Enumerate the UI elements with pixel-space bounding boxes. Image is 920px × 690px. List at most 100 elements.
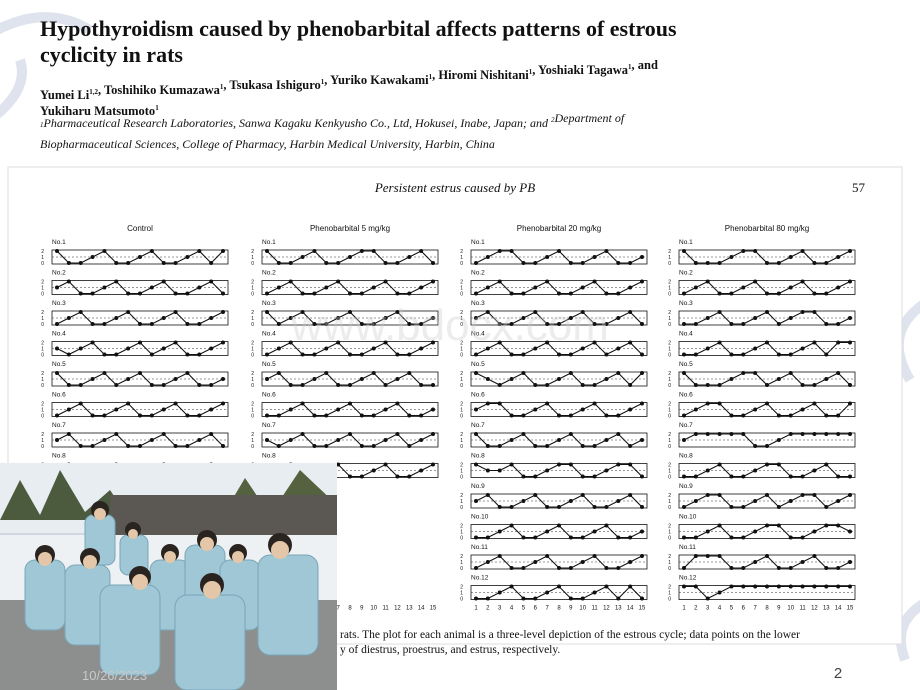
cycle-point [800, 310, 805, 314]
cycle-point [300, 352, 305, 357]
cycle-point [348, 401, 352, 406]
cycle-point [776, 413, 781, 418]
cycle-point [114, 352, 119, 357]
cycle-point [55, 438, 59, 442]
cycle-point [149, 352, 154, 357]
x-tick-label: 13 [406, 606, 413, 612]
y-tick-label: 2 [251, 341, 254, 347]
y-tick-label: 2 [251, 310, 254, 316]
y-tick-label: 2 [668, 341, 671, 347]
cycle-point [66, 316, 71, 320]
cycle-point [474, 596, 478, 601]
x-tick-label: 7 [753, 606, 757, 612]
y-tick-label: 0 [460, 383, 463, 389]
y-tick-label: 2 [668, 310, 671, 316]
cycle-point [407, 474, 412, 479]
cycle-point [592, 554, 597, 558]
cycle-point [717, 401, 722, 406]
cycle-point [604, 468, 609, 473]
cycle-point [407, 413, 412, 418]
rat-label: No.2 [52, 270, 66, 277]
cycle-point [276, 285, 281, 290]
cycle-point [776, 291, 781, 296]
y-tick-label: 1 [460, 591, 463, 597]
cycle-point [336, 340, 341, 345]
cycle-point [640, 529, 644, 534]
cycle-point [221, 249, 225, 253]
text-segment: Pharmaceutical Research Laboratories, Sa… [43, 116, 552, 130]
y-tick-label: 1 [668, 347, 671, 353]
cycle-point [545, 255, 550, 259]
rat-label: No.11 [471, 544, 488, 551]
y-tick-label: 1 [668, 316, 671, 322]
cycle-point [66, 383, 71, 387]
cycle-point [300, 255, 305, 259]
cycle-point [419, 438, 424, 442]
cycle-point [161, 261, 166, 265]
cycle-point [568, 371, 573, 375]
cycle-point [616, 261, 621, 265]
y-tick-label: 2 [41, 432, 44, 438]
superscript: 1 [155, 104, 159, 112]
cycle-point [717, 340, 722, 345]
cycle-point [78, 261, 83, 265]
figure: ControlNo.1210No.2210No.3210No.4210No.52… [41, 224, 856, 612]
cycle-point [497, 249, 502, 253]
cycle-point [300, 310, 305, 314]
cycle-point [824, 413, 829, 418]
cycle-point [102, 249, 107, 253]
cycle-point [509, 352, 514, 357]
y-tick-label: 1 [668, 591, 671, 597]
cycle-point [276, 346, 281, 351]
cycle-point [836, 255, 841, 259]
text-segment: Yukiharu Matsumoto [40, 104, 155, 118]
cycle-point [114, 383, 119, 387]
cycle-point [640, 279, 644, 284]
cycle-point [682, 535, 686, 540]
cycle-point [288, 438, 293, 442]
y-tick-label: 1 [668, 408, 671, 414]
y-tick-label: 1 [460, 499, 463, 505]
cycle-point [628, 560, 633, 564]
cycle-point [705, 432, 710, 436]
caption: rats. The plot for each animal is a thre… [340, 629, 800, 641]
cycle-point [336, 462, 341, 467]
y-tick-label: 2 [460, 402, 463, 408]
cycle-point [509, 462, 514, 467]
cycle-point [348, 255, 352, 259]
y-tick-label: 1 [460, 286, 463, 292]
y-tick-label: 0 [251, 444, 254, 450]
cycle-point [431, 340, 435, 345]
y-tick-label: 0 [41, 292, 44, 298]
cycle-point [592, 401, 597, 406]
rat-label: No.7 [471, 422, 485, 429]
cycle-point [568, 261, 573, 265]
cycle-point [693, 474, 698, 479]
cycle-point [580, 535, 585, 540]
text-segment: , Toshihiko Kumazawa [98, 83, 221, 97]
cycle-point [800, 249, 805, 253]
cycle-point [628, 310, 633, 314]
cycle-point [557, 462, 561, 467]
cycle-point [324, 371, 329, 375]
cycle-point [604, 377, 609, 381]
y-tick-label: 0 [251, 353, 254, 359]
cycle-point [509, 377, 514, 381]
cycle-point [497, 383, 502, 387]
x-tick-label: 10 [579, 606, 586, 612]
cycle-point [705, 316, 710, 320]
cycle-point [848, 432, 852, 436]
cycle-point [616, 499, 621, 503]
cycle-point [66, 261, 71, 265]
cycle-point [324, 285, 329, 290]
cycle-point [788, 352, 793, 357]
cycle-point [221, 291, 225, 296]
cycle-point [788, 566, 793, 570]
cycle-point [545, 444, 550, 448]
cycle-point [836, 584, 841, 589]
x-tick-label: 15 [430, 606, 437, 612]
x-tick-label: 14 [627, 606, 634, 612]
y-tick-label: 1 [460, 347, 463, 353]
cycle-point [138, 291, 142, 296]
cycle-point [383, 279, 388, 284]
